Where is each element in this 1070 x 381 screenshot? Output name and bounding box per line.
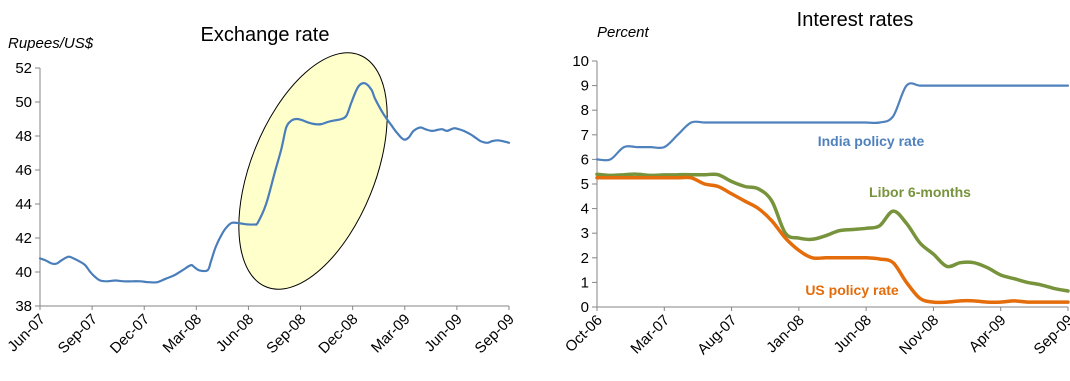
interest-rates-title: Interest rates [797,9,914,31]
y-tick-label: 52 [15,60,32,77]
x-tick-label: Jun-08 [213,311,257,355]
x-tick-label: Jun-07 [4,311,48,355]
label-india-policy-rate: India policy rate [818,133,925,149]
y-tick-label: 1 [581,274,589,291]
x-tick-label: Aug-07 [694,312,740,358]
y-tick-label: 7 [581,127,589,144]
y-tick-label: 42 [15,230,32,247]
exchange-rate-chart: Exchange rate Rupees/US$ 38 40 42 44 46 48 50 5… [4,24,517,357]
x-tick-label: Dec-07 [107,311,153,357]
x-tick-label: Nov-08 [896,312,942,358]
exchange-rate-highlight-ellipse [238,52,388,290]
label-us-policy-rate: US policy rate [805,282,899,298]
x-tick-label: Oct-06 [562,312,606,356]
interest-rates-lines [595,82,1070,305]
x-tick-label: Jan-08 [763,312,807,356]
y-tick-label: 4 [581,201,589,218]
y-tick-label: 8 [581,102,589,119]
x-tick-label: Sep-08 [263,311,309,357]
y-tick-label: 40 [15,264,32,281]
y-tick-label: 46 [15,162,32,179]
y-tick-label: 44 [15,196,32,213]
exchange-rate-y-axis-label: Rupees/US$ [8,35,94,52]
x-tick-label: Mar-07 [627,312,673,358]
label-libor-6-months: Libor 6-months [869,184,971,200]
interest-rates-axes [592,60,1069,311]
us-policy-rate-line [595,175,1070,305]
y-tick-label: 38 [15,298,32,315]
y-tick-label: 3 [581,225,589,242]
interest-rates-y-axis-label: Percent [597,24,650,41]
x-tick-label: Sep-07 [55,311,101,357]
exchange-rate-axes [35,67,510,310]
y-tick-label: 5 [581,176,589,193]
y-tick-label: 6 [581,151,589,168]
x-tick-label: Sep-09 [472,311,518,357]
x-tick-label: Mar-08 [160,311,206,357]
exchange-rate-title: Exchange rate [201,24,330,46]
y-tick-label: 50 [15,94,32,111]
exchange-rate-lines [38,82,511,284]
x-tick-label: Mar-09 [368,311,414,357]
y-tick-label: 48 [15,128,32,145]
india-policy-rate-line [595,82,1070,162]
y-tick-label: 2 [581,250,589,267]
y-tick-label: 0 [581,299,589,316]
x-tick-label: Jun-09 [421,311,465,355]
exchange-rate-line [38,82,511,284]
interest-rates-tick-labels: 0 1 2 3 4 5 6 7 8 9 10 Oct-06 Mar-07 Aug-07 Jan-08 Jun-… [562,53,1070,358]
y-tick-label: 9 [581,78,589,95]
interest-rates-chart: Interest rates Percent 0 1 2 3 4 5 6 7 8 9 10 Oct-0… [562,9,1070,358]
x-tick-label: Apr-09 [966,312,1010,356]
x-tick-label: Jun-08 [831,312,875,356]
x-tick-label: Dec-08 [315,311,361,357]
y-tick-label: 10 [572,53,589,70]
x-tick-label: Sep-09 [1031,312,1070,358]
libor-6-months-line [595,172,1070,293]
